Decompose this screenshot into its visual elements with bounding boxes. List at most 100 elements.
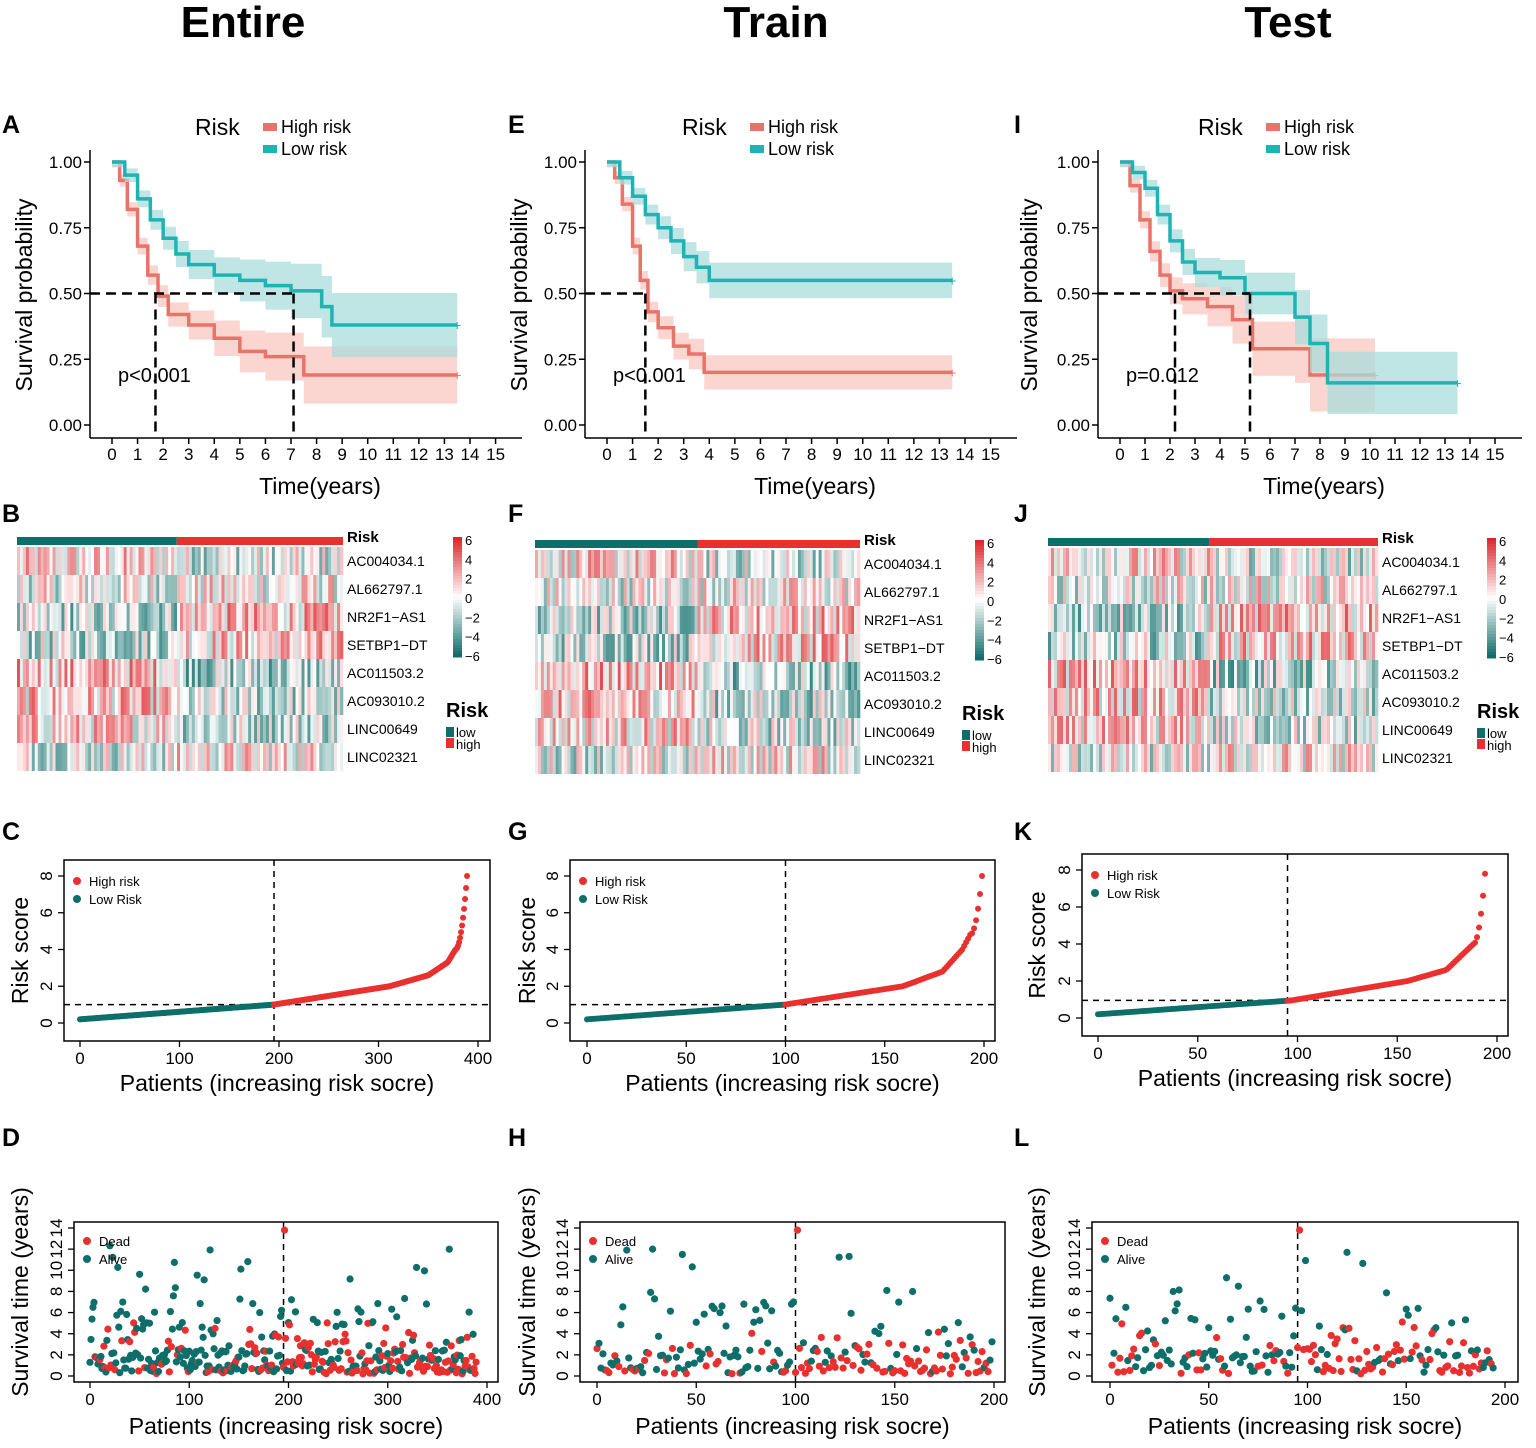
heatmap-cell <box>188 715 193 743</box>
heatmap-cell <box>561 718 565 746</box>
heatmap-cell <box>709 662 713 690</box>
surv-point-dead <box>865 1340 873 1348</box>
heatmap-cell <box>827 662 831 690</box>
heatmap-cell <box>162 659 166 687</box>
heatmap-cell <box>212 687 216 715</box>
surv-point-dead <box>1483 1347 1491 1355</box>
heatmap-cell <box>647 578 651 606</box>
heatmap-cell <box>1141 604 1145 632</box>
surv-point-dead <box>447 1342 455 1350</box>
heatmap-cell <box>265 659 270 687</box>
surv-point-dead <box>1130 1345 1138 1353</box>
heatmap-cell <box>1351 660 1355 688</box>
heatmap-cell <box>1336 660 1340 688</box>
heatmap-cell <box>1372 632 1376 660</box>
heatmap-cell <box>1351 604 1355 632</box>
heatmap-cell <box>88 715 92 743</box>
heatmap-annotation-high <box>176 537 343 545</box>
heatmap-cell <box>812 606 816 634</box>
heatmap-cell <box>585 718 589 746</box>
heatmap-cell <box>1129 688 1133 716</box>
heatmap-cell <box>712 746 716 774</box>
heatmap-cell <box>1078 744 1082 772</box>
heatmap-cell <box>1336 716 1340 744</box>
heatmap-cell <box>64 547 68 575</box>
km-x-axis-label: Time(years) <box>1263 473 1385 499</box>
heatmap-cell <box>94 743 98 771</box>
surv-point-alive <box>1175 1286 1183 1294</box>
risk-legend-high-label: High risk <box>89 874 140 889</box>
heatmap-cell <box>289 743 293 771</box>
heatmap-cell <box>1270 716 1274 744</box>
surv-point-dead <box>837 1354 845 1362</box>
surv-point-alive <box>168 1325 176 1333</box>
heatmap-cell <box>673 578 678 606</box>
heatmap-cell <box>55 631 59 659</box>
heatmap-cell <box>821 718 825 746</box>
heatmap-cell <box>1123 548 1127 576</box>
heatmap-cell <box>102 631 107 659</box>
heatmap-cell <box>567 690 571 718</box>
heatmap-cell <box>602 746 607 774</box>
heatmap-cell <box>549 718 554 746</box>
heatmap-cell <box>1354 604 1358 632</box>
heatmap-cell <box>1132 716 1136 744</box>
heatmap-cell <box>647 606 651 634</box>
heatmap-cell <box>546 662 551 690</box>
heatmap-cell <box>797 662 802 690</box>
heatmap-cell <box>1291 576 1295 604</box>
heatmap-cell <box>537 690 542 718</box>
heatmap-cell <box>1192 716 1196 744</box>
heatmap-cell <box>777 606 781 634</box>
heatmap-cell <box>236 575 240 603</box>
heatmap-cell <box>1279 716 1283 744</box>
heatmap-gene-label: LINC00649 <box>347 721 418 737</box>
panel-label-b: B <box>2 500 20 528</box>
heatmap-cell <box>848 578 852 606</box>
heatmap-colorscale-step <box>453 576 462 580</box>
heatmap-cell <box>605 578 610 606</box>
surv-point-alive <box>746 1346 754 1354</box>
heatmap-cell <box>28 687 33 715</box>
heatmap-cell <box>614 634 619 662</box>
heatmap-cell <box>1264 688 1268 716</box>
heatmap-cell <box>1147 632 1151 660</box>
heatmap-colorscale-label: 0 <box>465 591 472 606</box>
surv-y-tick-label: 6 <box>47 1308 66 1317</box>
heatmap-cell <box>22 743 27 771</box>
heatmap-cell <box>1252 576 1256 604</box>
heatmap-cell <box>851 606 855 634</box>
heatmap-cell <box>1048 688 1052 716</box>
heatmap-cell <box>1261 716 1265 744</box>
heatmap-cell <box>676 606 681 634</box>
heatmap-cell <box>182 659 187 687</box>
surv-point-alive <box>637 1363 645 1371</box>
heatmap-cell <box>1342 576 1346 604</box>
heatmap-legend-low-label: low <box>1487 726 1507 741</box>
heatmap-cell <box>632 578 636 606</box>
heatmap-cell <box>1243 744 1247 772</box>
heatmap-cell <box>1114 660 1118 688</box>
surv-x-tick-label: 200 <box>980 1390 1008 1409</box>
surv-point-alive <box>1317 1346 1325 1354</box>
heatmap-cell <box>1321 716 1325 744</box>
surv-point-dead <box>621 1367 629 1375</box>
heatmap-cell <box>1285 576 1289 604</box>
surv-point-alive <box>162 1357 171 1365</box>
heatmap-cell <box>328 715 332 743</box>
surv-point-alive <box>1278 1312 1286 1320</box>
heatmap-cell <box>741 662 746 690</box>
heatmap-colorscale-step <box>975 618 984 622</box>
surv-point-alive <box>1394 1357 1402 1365</box>
heatmap-cell <box>682 746 686 774</box>
heatmap-cell <box>1063 548 1067 576</box>
heatmap-cell <box>230 659 234 687</box>
heatmap-cell <box>271 659 276 687</box>
km-x-tick-label: 2 <box>158 445 167 464</box>
heatmap-cell <box>1147 604 1151 632</box>
heatmap-cell <box>1189 716 1193 744</box>
heatmap-cell <box>271 575 276 603</box>
heatmap-gene-label: NR2F1−AS1 <box>347 609 426 625</box>
heatmap-cell <box>1225 660 1229 688</box>
heatmap-cell <box>1186 744 1190 772</box>
